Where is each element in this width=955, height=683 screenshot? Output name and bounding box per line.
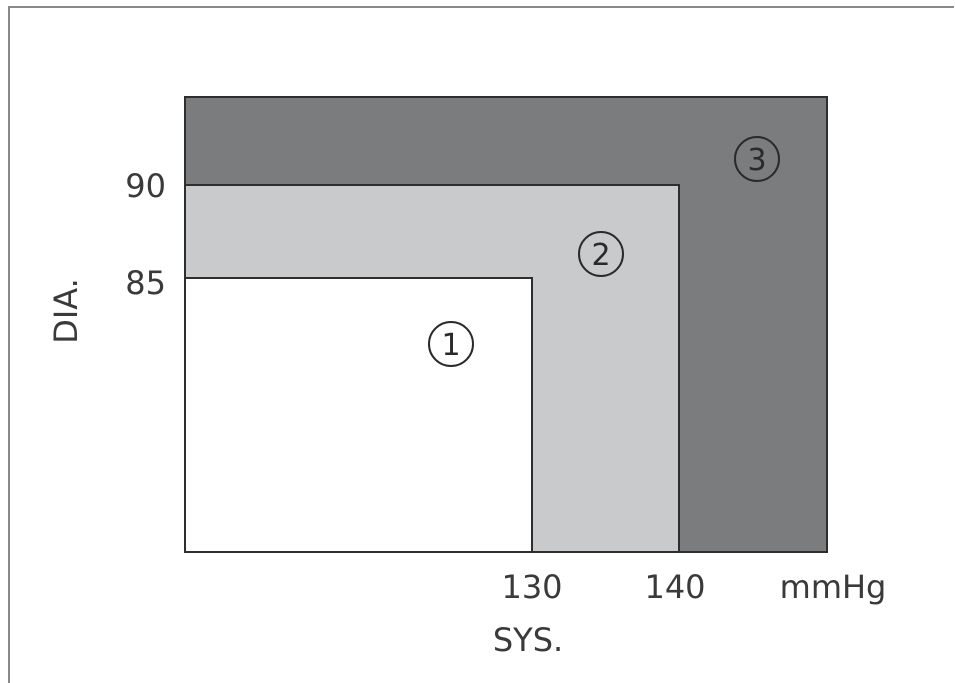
zone-3-marker: 3 bbox=[734, 136, 780, 182]
unit-label: mmHg bbox=[780, 568, 887, 606]
zone-1-region bbox=[184, 277, 533, 553]
y-axis-label: DIA. bbox=[47, 278, 85, 344]
x-axis-label: SYS. bbox=[493, 621, 563, 659]
x-tick-140: 140 bbox=[644, 568, 705, 606]
x-tick-130: 130 bbox=[501, 568, 562, 606]
y-tick-85: 85 bbox=[125, 264, 166, 302]
zone-1-number: 1 bbox=[441, 328, 460, 363]
y-tick-90: 90 bbox=[125, 167, 166, 205]
zone-3-number: 3 bbox=[747, 143, 766, 178]
figure-frame bbox=[8, 6, 954, 683]
zone-2-marker: 2 bbox=[578, 231, 624, 277]
zone-2-number: 2 bbox=[591, 238, 610, 273]
zone-1-marker: 1 bbox=[428, 321, 474, 367]
